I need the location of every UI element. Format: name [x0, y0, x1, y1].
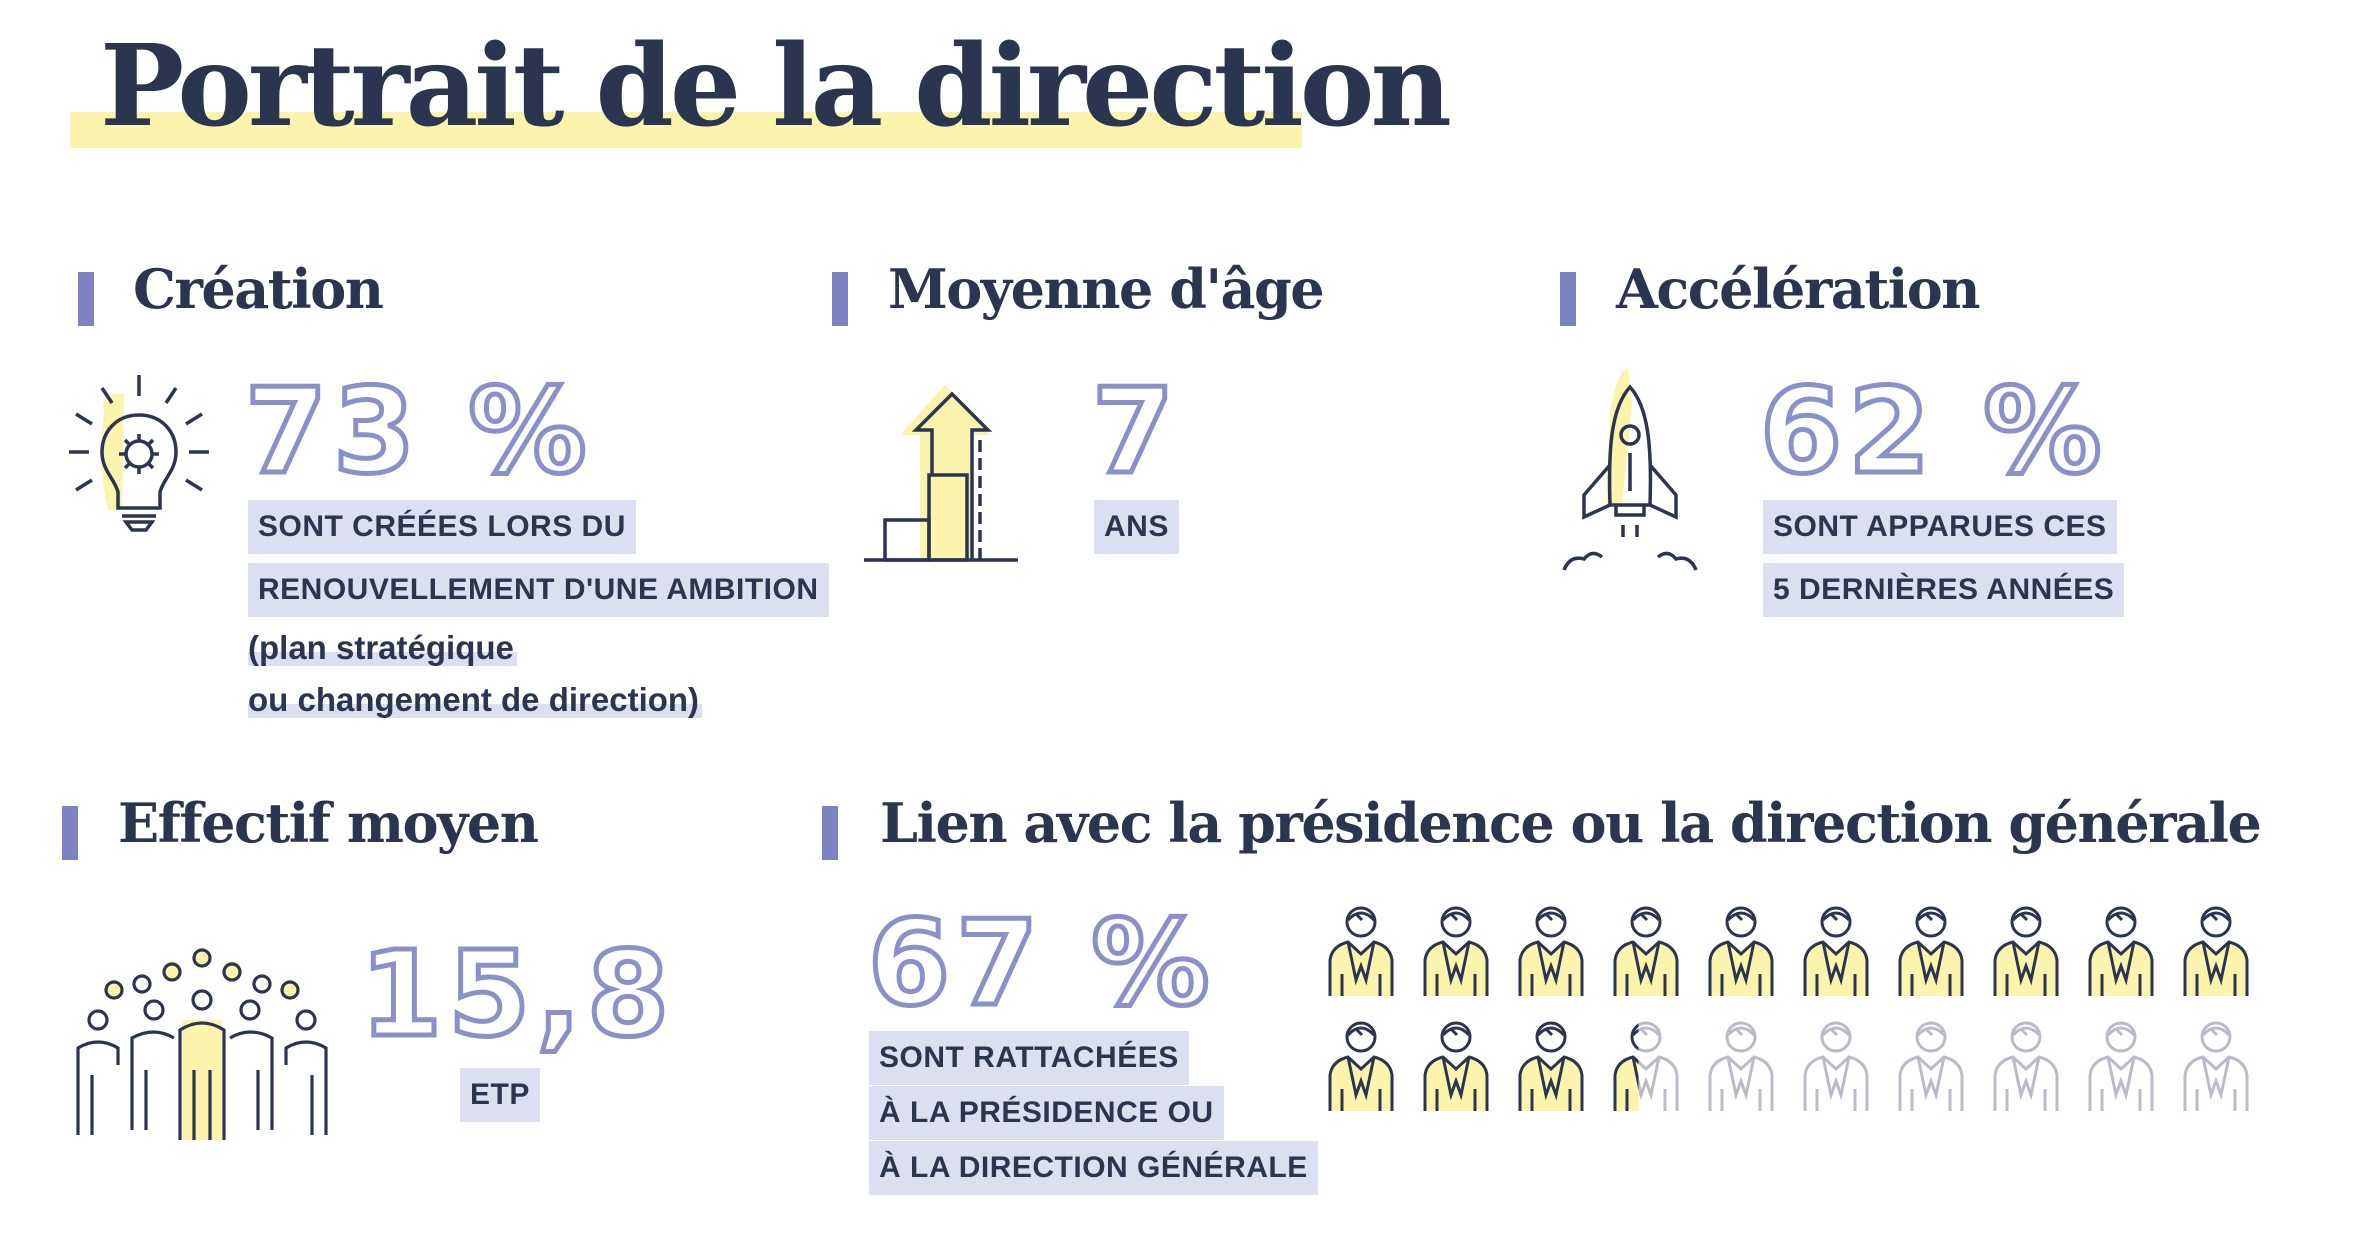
effectif-value: 15,8	[357, 925, 676, 1063]
person-icon	[1328, 906, 1394, 996]
person-icon	[2183, 1021, 2249, 1111]
page-title: Portrait de la direction	[100, 21, 1452, 152]
age-value: 7	[1089, 362, 1181, 500]
person-icon	[1993, 906, 2059, 996]
creation-label-line2: RENOUVELLEMENT D'UNE AMBITION	[248, 563, 829, 617]
age-heading: Moyenne d'âge	[888, 257, 1325, 321]
person-icon	[1328, 1021, 1394, 1111]
section-marker	[78, 272, 94, 326]
acceleration-heading: Accélération	[1616, 257, 1981, 321]
person-icon	[1708, 906, 1774, 996]
lien-label-line3: À LA DIRECTION GÉNÉRALE	[869, 1141, 1318, 1195]
person-icon	[1898, 906, 1964, 996]
growth-arrow-icon	[860, 380, 1020, 565]
lien-value: 67 %	[866, 894, 1216, 1032]
lien-heading: Lien avec la présidence ou la direction …	[880, 791, 2262, 855]
section-marker	[832, 272, 848, 326]
section-marker	[822, 806, 838, 860]
acceleration-value: 62 %	[1758, 362, 2108, 500]
creation-sub-line1: (plan stratégique	[248, 628, 517, 668]
creation-value: 73 %	[243, 362, 593, 500]
age-label: ANS	[1094, 500, 1179, 554]
person-icon	[1803, 906, 1869, 996]
lien-label-line2: À LA PRÉSIDENCE OU	[869, 1086, 1224, 1140]
person-icon	[1518, 1021, 1584, 1111]
pictogram-grid	[1326, 904, 2266, 1124]
person-icon	[2088, 1021, 2154, 1111]
lien-label-line1: SONT RATTACHÉES	[869, 1031, 1189, 1085]
person-icon	[1613, 906, 1679, 996]
effectif-label: ETP	[460, 1068, 540, 1122]
acceleration-label-line1: SONT APPARUES CES	[1763, 500, 2117, 554]
person-icon	[2088, 906, 2154, 996]
person-icon	[1708, 1021, 1774, 1111]
creation-sub-line2: ou changement de direction)	[248, 680, 703, 720]
rocket-icon	[1560, 365, 1700, 580]
person-icon	[1518, 906, 1584, 996]
person-icon	[1803, 1021, 1869, 1111]
person-icon	[1423, 906, 1489, 996]
team-icon	[62, 940, 352, 1140]
person-icon	[1898, 1021, 1964, 1111]
title-highlight	[70, 112, 1302, 148]
creation-heading: Création	[133, 257, 384, 321]
person-icon	[1423, 1021, 1489, 1111]
person-icon	[1993, 1021, 2059, 1111]
creation-label-line1: SONT CRÉÉES LORS DU	[248, 500, 636, 554]
acceleration-label-line2: 5 DERNIÈRES ANNÉES	[1763, 563, 2125, 617]
person-icon	[1613, 1021, 1679, 1111]
lightbulb-icon	[64, 370, 214, 540]
effectif-heading: Effectif moyen	[118, 791, 539, 855]
section-marker	[1560, 272, 1576, 326]
section-marker	[62, 806, 78, 860]
person-icon	[2183, 906, 2249, 996]
